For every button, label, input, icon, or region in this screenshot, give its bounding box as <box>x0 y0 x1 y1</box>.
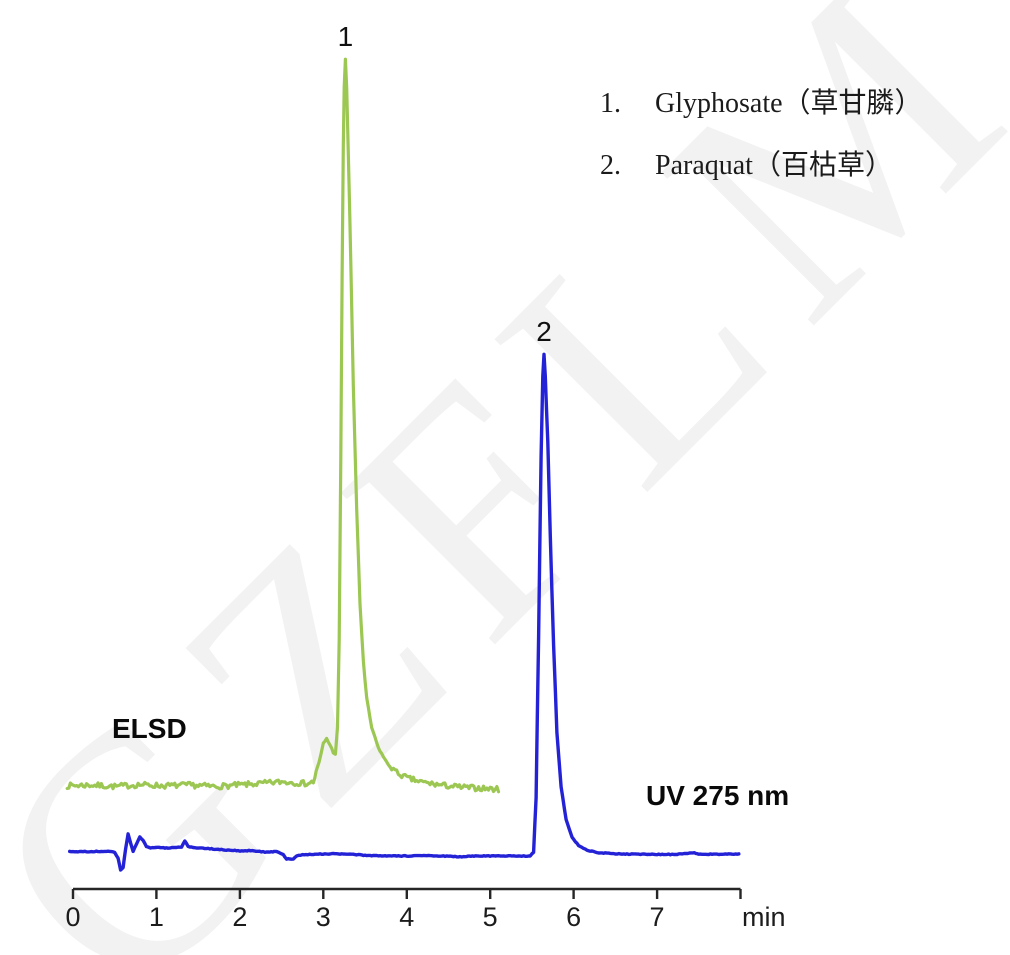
x-tick-label-3: 3 <box>315 902 331 932</box>
trace-elsd <box>65 57 501 794</box>
x-tick-label-1: 1 <box>148 902 164 932</box>
elsd-trace-label: ELSD <box>112 713 187 744</box>
x-tick-label-4: 4 <box>399 902 415 932</box>
legend-item-2-label: Paraquat（百枯草） <box>655 150 893 181</box>
x-axis-line <box>71 887 742 899</box>
peak-2-label: 2 <box>536 316 552 348</box>
trace-lines <box>65 57 741 872</box>
peak-legend: 1. Glyphosate（草甘膦） 2. Paraquat（百枯草） <box>600 88 923 212</box>
legend-item-1-label: Glyphosate（草甘膦） <box>655 88 923 119</box>
x-tick-label-5: 5 <box>482 902 498 932</box>
legend-item-2: 2. Paraquat（百枯草） <box>600 150 923 182</box>
x-tick-label-2: 2 <box>232 902 248 932</box>
peak-1-label: 1 <box>337 20 354 52</box>
legend-item-1-number: 1. <box>600 88 621 119</box>
legend-item-2-number: 2. <box>600 150 621 181</box>
trace-uv <box>68 352 741 872</box>
x-tick-label-6: 6 <box>566 902 582 932</box>
legend-item-1: 1. Glyphosate（草甘膦） <box>600 88 923 120</box>
x-axis-unit-label: min <box>742 902 786 932</box>
x-axis <box>71 887 742 899</box>
x-tick-label-7: 7 <box>649 902 665 932</box>
uv-trace-label: UV 275 nm <box>646 780 790 811</box>
x-tick-label-0: 0 <box>65 902 81 932</box>
